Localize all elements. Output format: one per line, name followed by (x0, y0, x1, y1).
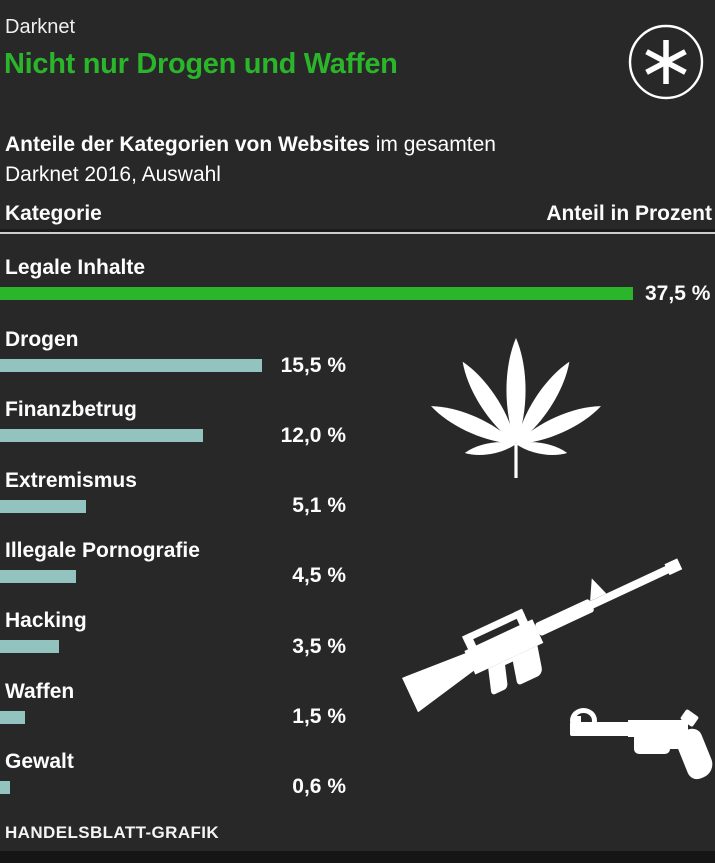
cannabis-leaf-icon (427, 330, 605, 485)
separator-line (0, 232, 715, 234)
rifle-grip (488, 660, 508, 696)
table-row: Extremismus 5,1 % (0, 469, 715, 535)
category-bar (0, 640, 60, 654)
column-header-share: Anteil in Prozent (546, 202, 712, 225)
category-value: 1,5 % (292, 705, 346, 728)
category-label: Illegale Pornografie (5, 538, 200, 562)
category-value: 37,5 % (645, 281, 711, 305)
subtitle-line2: Darknet 2016, Auswahl (5, 163, 221, 186)
category-bar (0, 499, 87, 513)
table-row: Finanzbetrug 12,0 % (0, 398, 715, 464)
category-bar (0, 429, 203, 443)
subtitle-rest: im gesamten (369, 133, 496, 156)
source-credit: HANDELSBLATT-GRAFIK (5, 823, 220, 842)
separator-shadow (0, 229, 715, 232)
revolver-cylinder (634, 721, 670, 754)
category-value: 0,6 % (292, 775, 346, 799)
category-value: 5,1 % (292, 494, 346, 518)
category-label: Gewalt (5, 749, 74, 773)
category-label: Waffen (5, 679, 75, 703)
table-row: Illegale Pornografie 4,5 % (0, 539, 715, 605)
category-label: Finanzbetrug (5, 398, 137, 422)
category-bar (0, 359, 262, 372)
category-bar (0, 780, 11, 794)
table-row: Hacking 3,5 % (0, 609, 715, 675)
chart-subtitle: Anteile der Kategorien von Websites im g… (5, 130, 496, 190)
table-row: Drogen 15,5 % (0, 328, 715, 394)
revolver-icon (570, 708, 715, 793)
column-header-category: Kategorie (5, 202, 102, 225)
category-value: 15,5 % (280, 353, 346, 377)
category-label: Hacking (5, 609, 87, 633)
subtitle-bold: Anteile der Kategorien von Websites (5, 133, 370, 156)
category-bar (0, 710, 26, 724)
page-title: Nicht nur Drogen und Waffen (4, 48, 398, 80)
footer-bar (0, 851, 715, 863)
table-row: Gewalt 0,6 % (0, 750, 715, 816)
category-label: Legale Inhalte (5, 256, 146, 279)
table-row: Waffen 1,5 % (0, 680, 715, 746)
kicker-label: Darknet (5, 16, 76, 38)
table-row: Legale Inhalte 37,5 % (0, 256, 715, 322)
asterisk-icon (627, 23, 705, 101)
category-value: 4,5 % (292, 564, 346, 588)
category-label: Extremismus (5, 468, 137, 492)
category-value: 3,5 % (292, 634, 346, 658)
category-label: Drogen (5, 328, 79, 351)
bar-chart: Legale Inhalte 37,5 % Drogen 15,5 % Fina… (0, 256, 715, 816)
category-bar (0, 287, 633, 300)
category-bar (0, 569, 76, 583)
category-value: 12,0 % (280, 423, 346, 447)
